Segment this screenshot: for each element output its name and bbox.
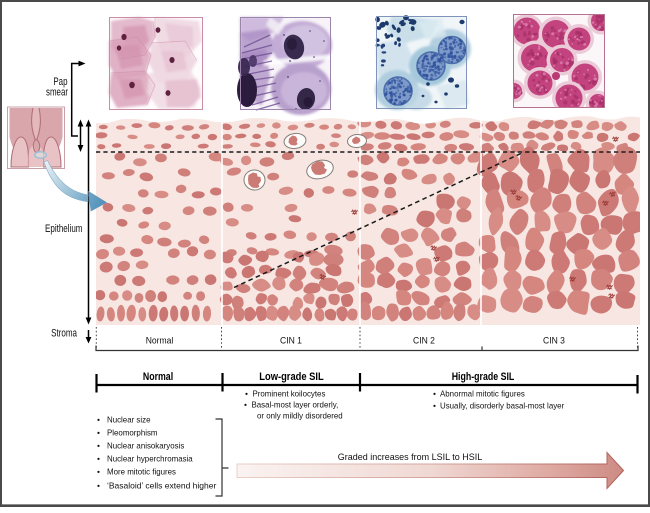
svg-text:Pap: Pap: [53, 76, 67, 88]
svg-text:•: •: [244, 400, 247, 410]
svg-text:or only mildly disordered: or only mildly disordered: [257, 411, 343, 421]
svg-text:Normal: Normal: [146, 336, 174, 346]
svg-text:Nuclear size: Nuclear size: [107, 415, 151, 425]
svg-text:Low-grade SIL: Low-grade SIL: [259, 371, 324, 383]
svg-text:Pleomorphism: Pleomorphism: [107, 428, 158, 438]
svg-text:‘Basaloid’ cells extend higher: ‘Basaloid’ cells extend higher: [107, 481, 216, 491]
svg-text:Nuclear anisokaryosis: Nuclear anisokaryosis: [107, 441, 184, 451]
svg-text:Prominent koilocytes: Prominent koilocytes: [253, 389, 326, 399]
svg-text:High-grade SIL: High-grade SIL: [452, 371, 515, 383]
svg-text:Graded increases from LSIL to: Graded increases from LSIL to HSIL: [338, 452, 482, 463]
svg-text:Abnormal mitotic figures: Abnormal mitotic figures: [440, 389, 525, 399]
svg-text:CIN 3: CIN 3: [543, 336, 565, 346]
svg-text:smear: smear: [46, 87, 68, 99]
svg-text:•: •: [97, 481, 100, 491]
svg-text:Stroma: Stroma: [51, 328, 78, 340]
svg-text:CIN 1: CIN 1: [280, 336, 302, 346]
svg-text:•: •: [433, 401, 436, 411]
svg-text:•: •: [97, 415, 100, 425]
svg-text:CIN 2: CIN 2: [413, 336, 435, 346]
svg-text:Usually, disorderly basal-most: Usually, disorderly basal-most layer: [440, 401, 564, 411]
svg-text:•: •: [97, 441, 100, 451]
svg-text:Nuclear hyperchromasia: Nuclear hyperchromasia: [107, 454, 193, 464]
svg-text:Normal: Normal: [143, 371, 173, 383]
svg-text:•: •: [97, 467, 100, 477]
svg-text:•: •: [97, 428, 100, 438]
svg-text:•: •: [97, 454, 100, 464]
svg-text:Epithelium: Epithelium: [45, 223, 83, 235]
svg-text:•: •: [245, 389, 248, 399]
svg-text:•: •: [433, 389, 436, 399]
svg-text:More mitotic figures: More mitotic figures: [107, 467, 176, 477]
svg-text:Basal-most layer orderly,: Basal-most layer orderly,: [252, 400, 339, 410]
